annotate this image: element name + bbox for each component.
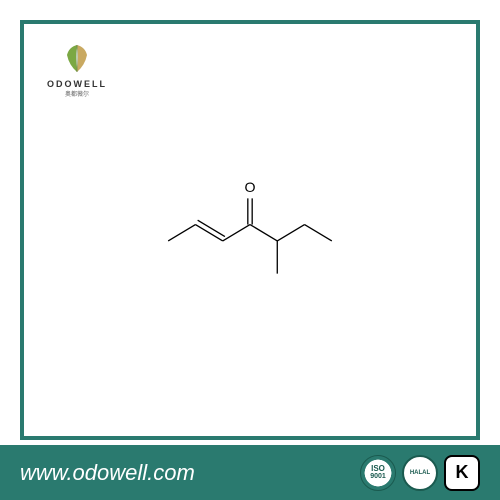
iso-label-top: ISO bbox=[361, 465, 395, 473]
brand-logo: ODOWELL 奥都薇尔 bbox=[32, 32, 122, 102]
halal-badge: HALAL bbox=[402, 455, 438, 491]
iso-label-bottom: 9001 bbox=[361, 473, 395, 480]
brand-subtitle: 奥都薇尔 bbox=[65, 89, 89, 98]
content-frame: ODOWELL 奥都薇尔 O bbox=[20, 20, 480, 440]
kosher-label: K bbox=[456, 462, 469, 483]
oxygen-label: O bbox=[244, 180, 255, 196]
chemical-structure: O bbox=[150, 170, 350, 290]
leaf-icon bbox=[57, 37, 97, 77]
iso-badge: ISO 9001 bbox=[360, 455, 396, 491]
certification-badges: ISO 9001 HALAL K bbox=[360, 455, 480, 491]
footer-bar: www.odowell.com ISO 9001 HALAL K bbox=[0, 445, 500, 500]
halal-label: HALAL bbox=[410, 470, 430, 476]
website-url[interactable]: www.odowell.com bbox=[20, 460, 360, 486]
kosher-badge: K bbox=[444, 455, 480, 491]
brand-name: ODOWELL bbox=[47, 79, 107, 89]
